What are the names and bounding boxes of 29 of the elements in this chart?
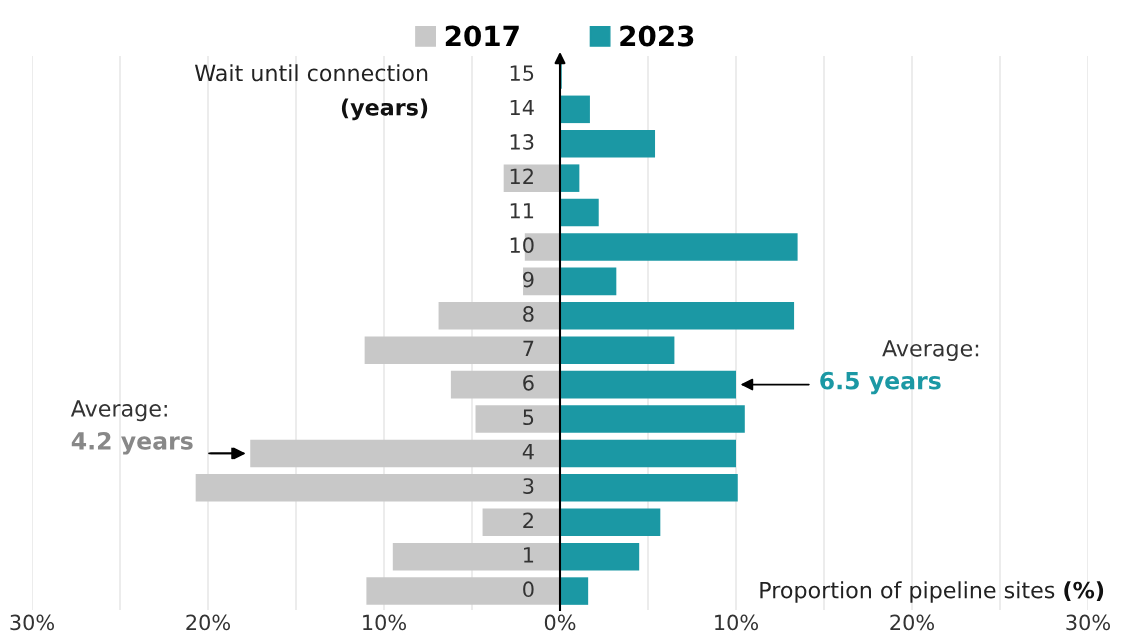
y-tick-label: 4 (522, 443, 534, 460)
y-tick-label: 9 (523, 271, 534, 288)
x-tick-label: 30% (1066, 614, 1110, 631)
x-tick-label: 20% (186, 614, 230, 631)
x-tick-label: 20% (890, 614, 934, 631)
legend-label: 2017 (445, 25, 519, 47)
y-axis-title: Wait until connection (years) (194, 64, 428, 121)
annotation: Average: 4.2 years (70, 400, 193, 455)
y-tick-label: 8 (523, 306, 534, 322)
x-tick-label: 10% (715, 614, 758, 631)
text: Proportion of pipeline sites (%) (760, 581, 1104, 603)
y-tick-label: 0 (523, 581, 534, 598)
y-tick-label: 10 (510, 237, 534, 254)
x-tick-label: 0% (544, 614, 576, 631)
y-tick-label: 3 (523, 478, 534, 494)
y-tick-label: 7 (523, 340, 534, 356)
y-tick-label: 5 (523, 409, 534, 426)
legend-label: 2023 (620, 25, 694, 47)
y-tick-label: 14 (510, 99, 534, 116)
annotation: Average: 6.5 years (820, 340, 979, 395)
y-tick-label: 2 (523, 512, 533, 528)
x-tick-label: 30% (10, 614, 54, 631)
y-tick-label: 11 (510, 203, 534, 219)
y-tick-label: 15 (510, 65, 534, 81)
y-tick-label: 12 (510, 168, 533, 184)
y-tick-label: 1 (524, 547, 534, 563)
y-tick-label: 13 (510, 134, 534, 150)
x-tick-label: 10% (363, 614, 406, 631)
y-tick-label: 6 (523, 374, 534, 391)
